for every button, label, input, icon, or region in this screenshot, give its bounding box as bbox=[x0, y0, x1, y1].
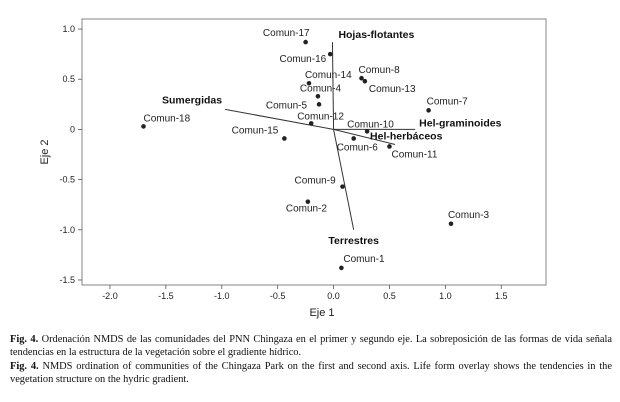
point-comun-8 bbox=[359, 75, 364, 81]
point-comun-11 bbox=[387, 144, 392, 149]
point-comun-15 bbox=[282, 136, 287, 141]
caption-en-label: Fig. 4. bbox=[10, 360, 39, 372]
caption-es-label: Fig. 4. bbox=[10, 334, 39, 345]
y-tick-label: -1.5 bbox=[59, 275, 75, 285]
x-tick-label: -1.5 bbox=[158, 291, 174, 301]
point-comun-14 bbox=[306, 80, 312, 86]
point-comun-4 bbox=[315, 93, 321, 99]
x-tick-label: -2.0 bbox=[102, 291, 118, 301]
point-label-comun-15: Comun-15 bbox=[232, 125, 279, 136]
point-comun-7 bbox=[426, 108, 431, 113]
point-label-comun-8: Comun-8 bbox=[359, 65, 401, 76]
vector-label-terrestres: Terrestres bbox=[328, 235, 379, 247]
y-axis-title: Eje 2 bbox=[39, 139, 51, 164]
vector-hojas-flotantes bbox=[331, 42, 335, 130]
point-label-comun-12: Comun-12 bbox=[297, 111, 344, 122]
y-tick-label: -1.0 bbox=[59, 225, 75, 235]
point-label-comun-16: Comun-16 bbox=[280, 54, 327, 65]
x-tick-label: 0.0 bbox=[327, 291, 340, 301]
point-comun-6 bbox=[351, 136, 356, 141]
point-label-comun-9: Comun-9 bbox=[295, 176, 337, 187]
point-comun-12 bbox=[308, 121, 314, 126]
x-tick-label: -1.0 bbox=[214, 291, 230, 301]
x-tick-label: -0.5 bbox=[270, 291, 286, 301]
plot-frame bbox=[81, 18, 547, 286]
x-axis-title: Eje 1 bbox=[309, 307, 334, 319]
point-label-comun-18: Comun-18 bbox=[143, 113, 190, 124]
nmds-ordination-chart: Hojas-flotantes Sumergidas Hel-graminoides… bbox=[39, 18, 547, 319]
x-tick-label: 1.0 bbox=[439, 291, 452, 301]
point-label-comun-4: Comun-4 bbox=[300, 83, 342, 94]
point-comun-1 bbox=[339, 265, 344, 271]
point-label-comun-1: Comun-1 bbox=[343, 254, 385, 265]
y-tick-label: 0.5 bbox=[62, 74, 75, 84]
points-layer: Comun-1Comun-2Comun-3Comun-4Comun-5Comun… bbox=[141, 28, 490, 271]
x-tick-label: 0.5 bbox=[383, 291, 396, 301]
point-comun-9 bbox=[340, 184, 345, 189]
caption-en: Fig. 4. NMDS ordination of communities o… bbox=[10, 360, 612, 387]
point-label-comun-6: Comun-6 bbox=[337, 142, 379, 153]
point-label-comun-3: Comun-3 bbox=[448, 210, 490, 221]
point-label-comun-17: Comun-17 bbox=[263, 28, 310, 39]
vector-label-hel-herbaceos: Hel-herbáceos bbox=[370, 130, 443, 142]
vector-label-hojas-flotantes: Hojas-flotantes bbox=[338, 29, 414, 41]
point-label-comun-7: Comun-7 bbox=[427, 96, 469, 107]
vector-label-sumergidas: Sumergidas bbox=[162, 94, 222, 106]
vector-terrestres bbox=[333, 129, 355, 230]
vectors-layer: Hojas-flotantes Sumergidas Hel-graminoides… bbox=[162, 29, 502, 247]
point-comun-10 bbox=[364, 129, 370, 134]
point-label-comun-11: Comun-11 bbox=[391, 149, 437, 160]
caption-es-text: Ordenación NMDS de las comunidades del P… bbox=[10, 334, 612, 359]
point-label-comun-2: Comun-2 bbox=[286, 204, 328, 215]
caption-en-text: NMDS ordination of communities of the Ch… bbox=[10, 360, 612, 386]
point-comun-2 bbox=[305, 199, 311, 204]
figure-caption: Fig. 4. Ordenación NMDS de las comunidad… bbox=[10, 333, 612, 387]
vector-hel-herbaceos bbox=[333, 128, 396, 145]
caption-es: Fig. 4. Ordenación NMDS de las comunidad… bbox=[10, 333, 612, 360]
point-comun-13 bbox=[362, 78, 368, 84]
point-comun-18 bbox=[141, 124, 146, 129]
point-comun-5 bbox=[316, 102, 322, 107]
point-label-comun-5: Comun-5 bbox=[266, 100, 308, 111]
y-tick-label: -0.5 bbox=[59, 175, 75, 185]
point-comun-17 bbox=[303, 39, 308, 45]
x-tick-label: 1.5 bbox=[495, 291, 508, 301]
y-tick-label: 0 bbox=[70, 124, 75, 134]
vector-sumergidas bbox=[225, 108, 334, 130]
y-tick-label: 1.0 bbox=[62, 24, 75, 34]
point-label-comun-14: Comun-14 bbox=[305, 70, 352, 81]
vector-label-hel-graminoides: Hel-graminoides bbox=[419, 117, 501, 129]
point-label-comun-13: Comun-13 bbox=[369, 84, 416, 95]
point-comun-3 bbox=[448, 221, 454, 227]
point-label-comun-10: Comun-10 bbox=[347, 119, 394, 130]
point-comun-16 bbox=[327, 51, 333, 57]
ticks-layer: -2.0 -1.5 -1.0 -0.5 0.0 0.5 1.0 1.5 1.0 0.5 0 -0.5 -… bbox=[59, 24, 507, 301]
